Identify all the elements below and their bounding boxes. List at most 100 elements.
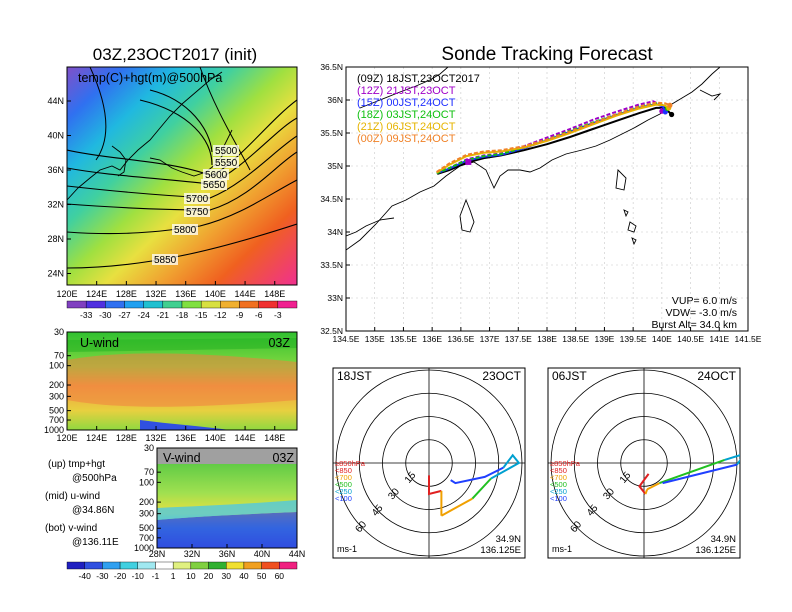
track-line bbox=[436, 103, 670, 174]
colorbar-label: -33 bbox=[80, 310, 93, 320]
lat-tick-label: 40N bbox=[47, 131, 64, 141]
u-wind-upper-band bbox=[67, 338, 297, 352]
colorbar-label: -30 bbox=[96, 571, 109, 581]
lon-tick-label: 128E bbox=[116, 289, 137, 299]
lat-tick-label: 32.5N bbox=[320, 326, 343, 336]
lat-tick-label: 28N bbox=[149, 549, 166, 559]
pressure-tick-label: 70 bbox=[54, 351, 64, 361]
lat-tick-label: 36N bbox=[219, 549, 236, 559]
u-wind-overlay bbox=[67, 338, 297, 430]
lat-tick-label: 34.5N bbox=[320, 194, 343, 204]
lon-tick-label: 132E bbox=[146, 433, 167, 443]
hodograph-segment bbox=[490, 453, 521, 480]
track-legend: (09Z) 18JST,23OCT2017(12Z) 21JST,23OCT(1… bbox=[357, 73, 480, 145]
lon-tick-label: 136.5E bbox=[447, 334, 474, 344]
colorbar-swatch bbox=[84, 561, 103, 570]
colorbar-swatch bbox=[226, 561, 245, 570]
wind-colorbar: -40 -30 -20 -10 -1 1 10 20 30 40 50 60 bbox=[66, 561, 298, 581]
colorbar-swatch bbox=[102, 561, 121, 570]
legend-entry: (09Z) 18JST,23OCT2017 bbox=[357, 73, 480, 85]
contour-label: 5600 bbox=[205, 170, 228, 181]
lat-tick-label: 36N bbox=[327, 95, 343, 105]
colorbar-swatch bbox=[162, 300, 183, 309]
contour-5850-line bbox=[67, 223, 297, 269]
lon-tick-label: 144E bbox=[235, 289, 256, 299]
hodograph-lon: 136.125E bbox=[480, 545, 521, 556]
colorbar-swatch bbox=[172, 561, 192, 570]
pressure-tick-label: 200 bbox=[139, 497, 154, 507]
lon-tick-label: 139.5E bbox=[620, 334, 647, 344]
level-legend-entry: <250 bbox=[335, 487, 352, 496]
colorbar-label: 1 bbox=[171, 571, 176, 581]
lat-tick-label: 28N bbox=[47, 234, 64, 244]
hodograph-time-label: 06JST bbox=[552, 369, 587, 383]
lon-tick-label: 148E bbox=[264, 289, 285, 299]
pressure-tick-label: 1000 bbox=[134, 543, 154, 553]
u-wind-lon-axis: 120E 124E 128E 132E 136E 140E 144E 148E bbox=[56, 426, 285, 443]
temperature-colorbar: -33 -30 -27 -24 -21 -18 -15 -12 -9 -6 -3 bbox=[66, 300, 298, 320]
hodograph-segment bbox=[724, 454, 740, 466]
u-wind-time: 03Z bbox=[268, 336, 290, 350]
hodograph-segment bbox=[450, 466, 504, 485]
hodograph-unit: ms-1 bbox=[552, 544, 572, 554]
pressure-tick-label: 500 bbox=[49, 406, 64, 416]
lon-tick-label: 140E bbox=[652, 334, 672, 344]
level-legend-entry: ≥850hPa bbox=[335, 459, 366, 468]
contour-5550-line bbox=[139, 99, 213, 166]
lat-tick-label: 36N bbox=[47, 165, 64, 175]
lon-tick-label: 120E bbox=[56, 433, 77, 443]
colorbar-label: 60 bbox=[275, 571, 285, 581]
v-wind-label: V-wind bbox=[163, 451, 201, 465]
colorbar-label: 30 bbox=[221, 571, 231, 581]
lat-tick-label: 33N bbox=[327, 293, 343, 303]
pressure-tick-label: 70 bbox=[144, 467, 154, 477]
lon-tick-label: 140E bbox=[205, 289, 226, 299]
izu-island bbox=[615, 169, 627, 191]
note-bot: (bot) v-wind bbox=[45, 523, 97, 534]
lat-tick-label: 35N bbox=[327, 161, 343, 171]
track-lon-axis: 134.5E 135E 135.5E 136E 136.5E 137E 137.5E 138E… bbox=[333, 327, 762, 344]
lon-tick-label: 137.5E bbox=[505, 334, 532, 344]
v-wind-transition bbox=[157, 500, 297, 520]
track-grid bbox=[346, 67, 748, 331]
panel-notes: (up) tmp+hgt @500hPa (mid) u-wind @34.86… bbox=[45, 459, 119, 548]
colorbar-swatch bbox=[239, 300, 259, 309]
u-wind-label: U-wind bbox=[80, 336, 119, 350]
pressure-tick-label: 200 bbox=[49, 380, 64, 390]
contour-label: 5650 bbox=[203, 180, 226, 191]
lat-tick-label: 36.5N bbox=[320, 62, 343, 72]
colorbar-label: -9 bbox=[236, 310, 244, 320]
lat-tick-label: 44N bbox=[289, 549, 306, 559]
note-up-level: @500hPa bbox=[72, 473, 117, 484]
hodograph-lon: 136.125E bbox=[695, 545, 736, 556]
colorbar-label: 10 bbox=[186, 571, 196, 581]
lon-tick-label: 135.5E bbox=[390, 334, 417, 344]
legend-entry: (21Z) 06JST,24OCT bbox=[357, 121, 456, 133]
lat-tick-label: 44N bbox=[47, 96, 64, 106]
colorbar-label: -12 bbox=[214, 310, 227, 320]
colorbar-label: -40 bbox=[79, 571, 92, 581]
lon-tick-label: 138E bbox=[537, 334, 557, 344]
colorbar-swatch bbox=[261, 561, 280, 570]
lon-tick-label: 148E bbox=[264, 433, 285, 443]
temperature-field bbox=[67, 67, 297, 285]
v-wind-overlay bbox=[157, 448, 297, 548]
note-mid: (mid) u-wind bbox=[45, 491, 100, 502]
contour-labels: 5500 5550 5600 5650 5700 5750 5800 5850 bbox=[152, 145, 239, 266]
temperature-map-panel: 5500 5550 5600 5650 5700 5750 5800 5850 … bbox=[47, 66, 298, 320]
contour-label: 5800 bbox=[174, 225, 197, 236]
colorbar-swatch bbox=[208, 561, 227, 570]
v-wind-lat-axis: 28N 32N 36N 40N 44N bbox=[149, 544, 306, 559]
colorbar-label: -30 bbox=[99, 310, 112, 320]
lon-tick-label: 136E bbox=[422, 334, 442, 344]
lon-tick-label: 137E bbox=[480, 334, 500, 344]
kii-peninsula bbox=[459, 198, 475, 233]
pressure-tick-label: 30 bbox=[54, 327, 64, 337]
lon-tick-label: 134.5E bbox=[333, 334, 360, 344]
contour-label: 5700 bbox=[186, 194, 209, 205]
note-mid-level: @34.86N bbox=[72, 505, 114, 516]
contour-5500-line bbox=[149, 89, 213, 153]
